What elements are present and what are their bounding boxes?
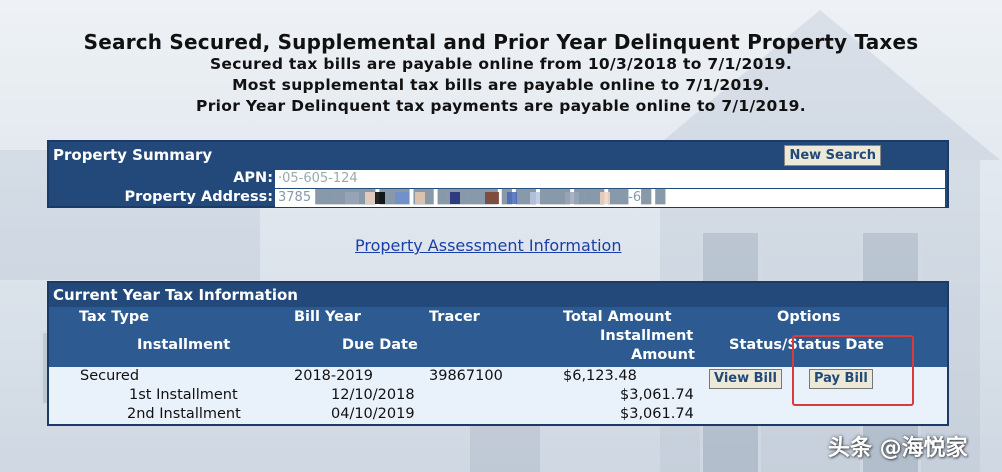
table-header: Tax Type Bill Year Tracer Total Amount O… [49,307,947,367]
redaction-block [507,192,517,204]
tax-type-value: Secured [80,368,140,384]
view-bill-button[interactable]: View Bill [709,369,782,389]
address-row: Property Address: 3785 ██████ ███ ██ ███… [49,188,947,207]
redaction-block [565,192,579,204]
header-status-date: Status/Status Date [729,337,885,353]
secured-payable-note: Secured tax bills are payable online fro… [209,55,793,73]
property-assessment-link[interactable]: Property Assessment Information [355,236,622,255]
apn-value: ·05-605-124 [278,171,358,186]
tax-bill-row: Secured 2018-2019 39867100 $6,123.48 Vie… [49,367,947,424]
bill-year-value: 2018-2019 [294,368,374,384]
watermark: 头条 @海悦家 [828,436,968,461]
property-summary-panel: Property Summary New Search APN: ·05-605… [47,140,949,208]
supplemental-payable-note: Most supplemental tax bills are payable … [232,76,770,94]
current-year-tax-panel: Current Year Tax Information Tax Type Bi… [47,281,949,426]
address-value-field: 3785 ██████ ███ ██ ██████ █ ██ ███ ███ █… [275,189,945,207]
header-tax-type: Tax Type [79,309,150,325]
header-installment-amount-2: Amount [631,347,695,363]
header-installment-amount-1: Installment [600,328,694,344]
property-summary-heading: Property Summary [53,146,213,164]
installment-1-amount: $3,061.74 [620,387,694,403]
current-year-heading: Current Year Tax Information [53,286,298,304]
apn-label: APN: [233,170,273,186]
installment-2-due-date: 04/10/2019 [331,406,415,422]
redaction-block [450,192,460,204]
apn-value-field: ·05-605-124 [275,170,945,188]
tracer-value: 39867100 [429,368,503,384]
installment-2-name: 2nd Installment [127,406,241,422]
pay-bill-button[interactable]: Pay Bill [809,369,873,389]
highlight-annotation-box [792,335,914,406]
redaction-block [375,192,385,204]
redaction-block [415,192,425,204]
total-amount-value: $6,123.48 [563,368,637,384]
redaction-block [345,192,359,204]
installment-1-due-date: 12/10/2018 [331,387,415,403]
page-header: Search Secured, Supplemental and Prior Y… [0,30,1002,117]
header-tracer: Tracer [429,309,480,325]
redaction-block [600,192,610,204]
apn-row: APN: ·05-605-124 [49,169,947,188]
header-installment: Installment [137,337,231,353]
installment-1-name: 1st Installment [129,387,238,403]
header-total-amount: Total Amount [563,309,672,325]
redaction-block [365,192,375,204]
delinquent-payable-note: Prior Year Delinquent tax payments are p… [196,97,806,115]
header-options: Options [777,309,841,325]
redaction-block [485,192,499,204]
address-label: Property Address: [124,189,273,205]
page-title: Search Secured, Supplemental and Prior Y… [83,30,919,54]
redaction-block [530,192,540,204]
header-bill-year: Bill Year [294,309,361,325]
installment-2-amount: $3,061.74 [620,406,694,422]
redaction-block [395,192,409,204]
new-search-button[interactable]: New Search [784,145,881,166]
header-due-date: Due Date [342,337,418,353]
